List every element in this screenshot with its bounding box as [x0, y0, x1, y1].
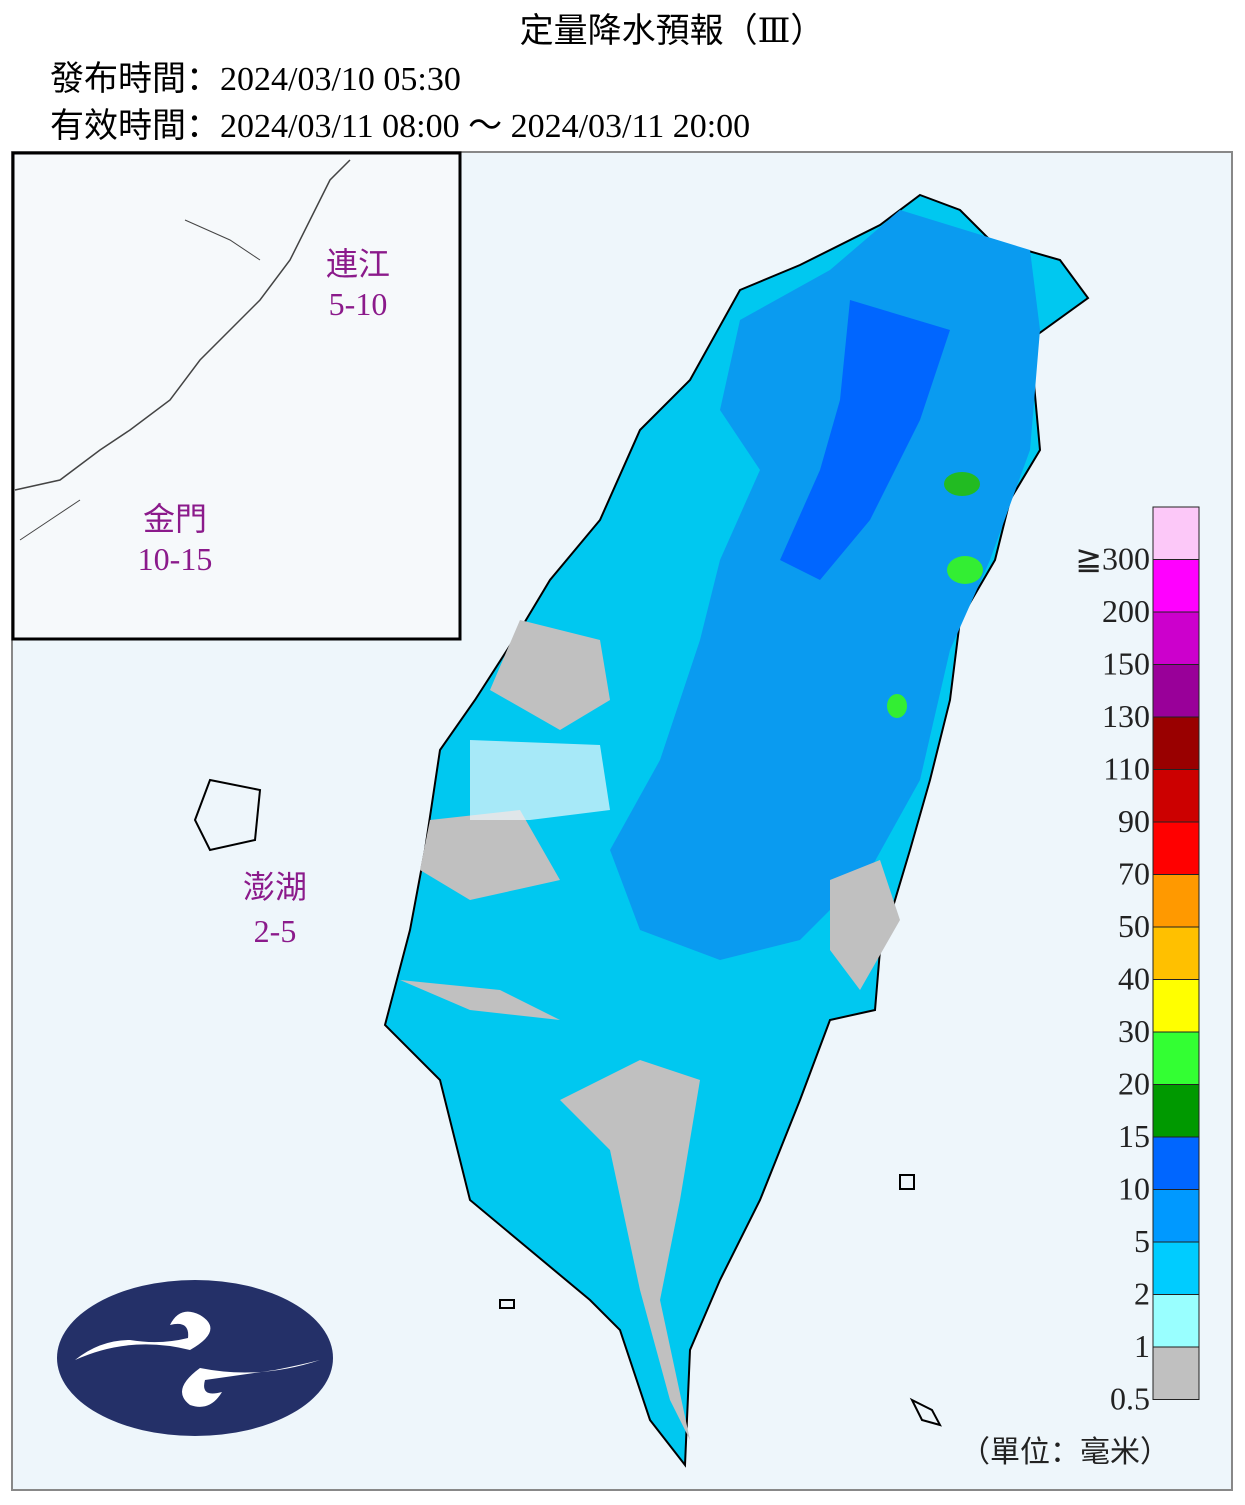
legend-swatch	[1152, 1136, 1200, 1190]
legend-label: 5	[1134, 1223, 1150, 1259]
legend-label: 0.5	[1110, 1381, 1150, 1417]
legend-swatch	[1152, 1346, 1200, 1400]
legend-swatch	[1152, 1189, 1200, 1243]
legend-label: ≧300	[1075, 541, 1150, 577]
logo	[57, 1280, 333, 1436]
legend-swatch	[1152, 1241, 1200, 1295]
legend-label: 130	[1102, 698, 1150, 734]
valid-time: 有效時間：2024/03/11 08:00 ～ 2024/03/11 20:00	[50, 107, 750, 145]
mainland-detail	[19, 219, 261, 541]
legend-swatch	[1152, 664, 1200, 718]
island-range: 10-15	[138, 541, 213, 577]
legend-label: 110	[1103, 751, 1150, 787]
island-range: 5-10	[329, 286, 388, 322]
mainland-coast	[14, 159, 351, 491]
rain-20	[947, 556, 983, 584]
legend-label: 90	[1118, 803, 1150, 839]
legend-swatch	[1152, 1084, 1200, 1138]
legend-label: 20	[1118, 1066, 1150, 1102]
legend-swatch	[1152, 716, 1200, 770]
rain-20	[887, 694, 907, 718]
no-rain	[470, 740, 610, 820]
legend-label: 70	[1118, 856, 1150, 892]
legend-swatch	[1152, 926, 1200, 980]
legend-label: 200	[1102, 593, 1150, 629]
legend-label: 1	[1134, 1328, 1150, 1364]
legend-swatch	[1152, 506, 1200, 560]
island-name: 澎湖	[243, 869, 307, 905]
rain-5-10	[610, 210, 1040, 960]
legend-swatch	[1152, 874, 1200, 928]
island-name: 金門	[143, 501, 207, 537]
rain-20	[944, 472, 980, 496]
legend-swatch	[1152, 611, 1200, 665]
title: 定量降水預報（Ⅲ）	[520, 12, 825, 50]
legend-swatch	[1152, 1031, 1200, 1085]
legend-label: 30	[1118, 1013, 1150, 1049]
legend-label: 2	[1134, 1276, 1150, 1312]
legend-label: 40	[1118, 961, 1150, 997]
unit-label: （單位：毫米）	[960, 1436, 1170, 1469]
inset-frame	[11, 151, 462, 641]
penghu	[193, 778, 262, 852]
legend-swatch	[1152, 821, 1200, 875]
legend-swatch	[1152, 769, 1200, 823]
legend-label: 10	[1118, 1171, 1150, 1207]
rain-10-15	[780, 300, 950, 580]
issue-time: 發布時間：2024/03/10 05:30	[50, 60, 461, 98]
legend-label: 50	[1118, 908, 1150, 944]
rain-0-5	[400, 620, 900, 1440]
legend-label: 15	[1118, 1118, 1150, 1154]
legend-swatch	[1152, 979, 1200, 1033]
island-name: 連江	[326, 246, 390, 282]
legend-label: 150	[1102, 646, 1150, 682]
island-range: 2-5	[254, 913, 297, 949]
legend-swatch	[1152, 559, 1200, 613]
islets	[499, 1174, 942, 1427]
legend-swatch	[1152, 1294, 1200, 1348]
